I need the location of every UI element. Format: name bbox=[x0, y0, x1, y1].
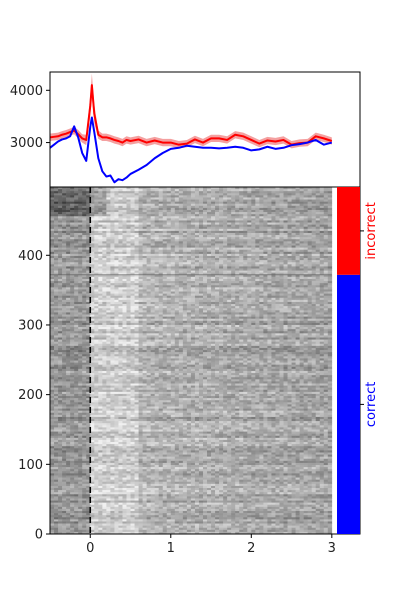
top-y-tick-label: 4000 bbox=[10, 84, 43, 99]
trial-heatmap-panel: 0 100 200 300 400 0 1 2 3 bbox=[18, 186, 361, 556]
heatmap-y-tick-label: 100 bbox=[18, 458, 43, 473]
outcome-bar-incorrect bbox=[337, 187, 360, 275]
series-0-error-band bbox=[50, 73, 332, 149]
outcome-bar-correct bbox=[337, 274, 360, 534]
heatmap-y-tick-label: 200 bbox=[18, 388, 43, 403]
series-0-line bbox=[49, 84, 333, 146]
heatmap-x-tick-label: 0 bbox=[86, 541, 94, 556]
outcome-color-bar: correct incorrect bbox=[337, 187, 379, 534]
heatmap-y-tick-label: 0 bbox=[35, 528, 43, 543]
heatmap-x-tick-label: 1 bbox=[167, 541, 175, 556]
heatmap-y-tick-label: 300 bbox=[18, 318, 43, 333]
heatmap-y-tick-label: 400 bbox=[18, 249, 43, 264]
heatmap-cells bbox=[50, 187, 333, 535]
mean-trace-panel: 3000 4000 bbox=[10, 71, 361, 188]
series-1-line bbox=[49, 116, 333, 184]
top-y-tick-label: 3000 bbox=[10, 136, 43, 151]
heatmap-x-tick-label: 2 bbox=[247, 541, 255, 556]
outcome-label-incorrect: incorrect bbox=[364, 202, 379, 259]
outcome-label-correct: correct bbox=[364, 382, 379, 428]
heatmap-x-tick-label: 3 bbox=[328, 541, 336, 556]
